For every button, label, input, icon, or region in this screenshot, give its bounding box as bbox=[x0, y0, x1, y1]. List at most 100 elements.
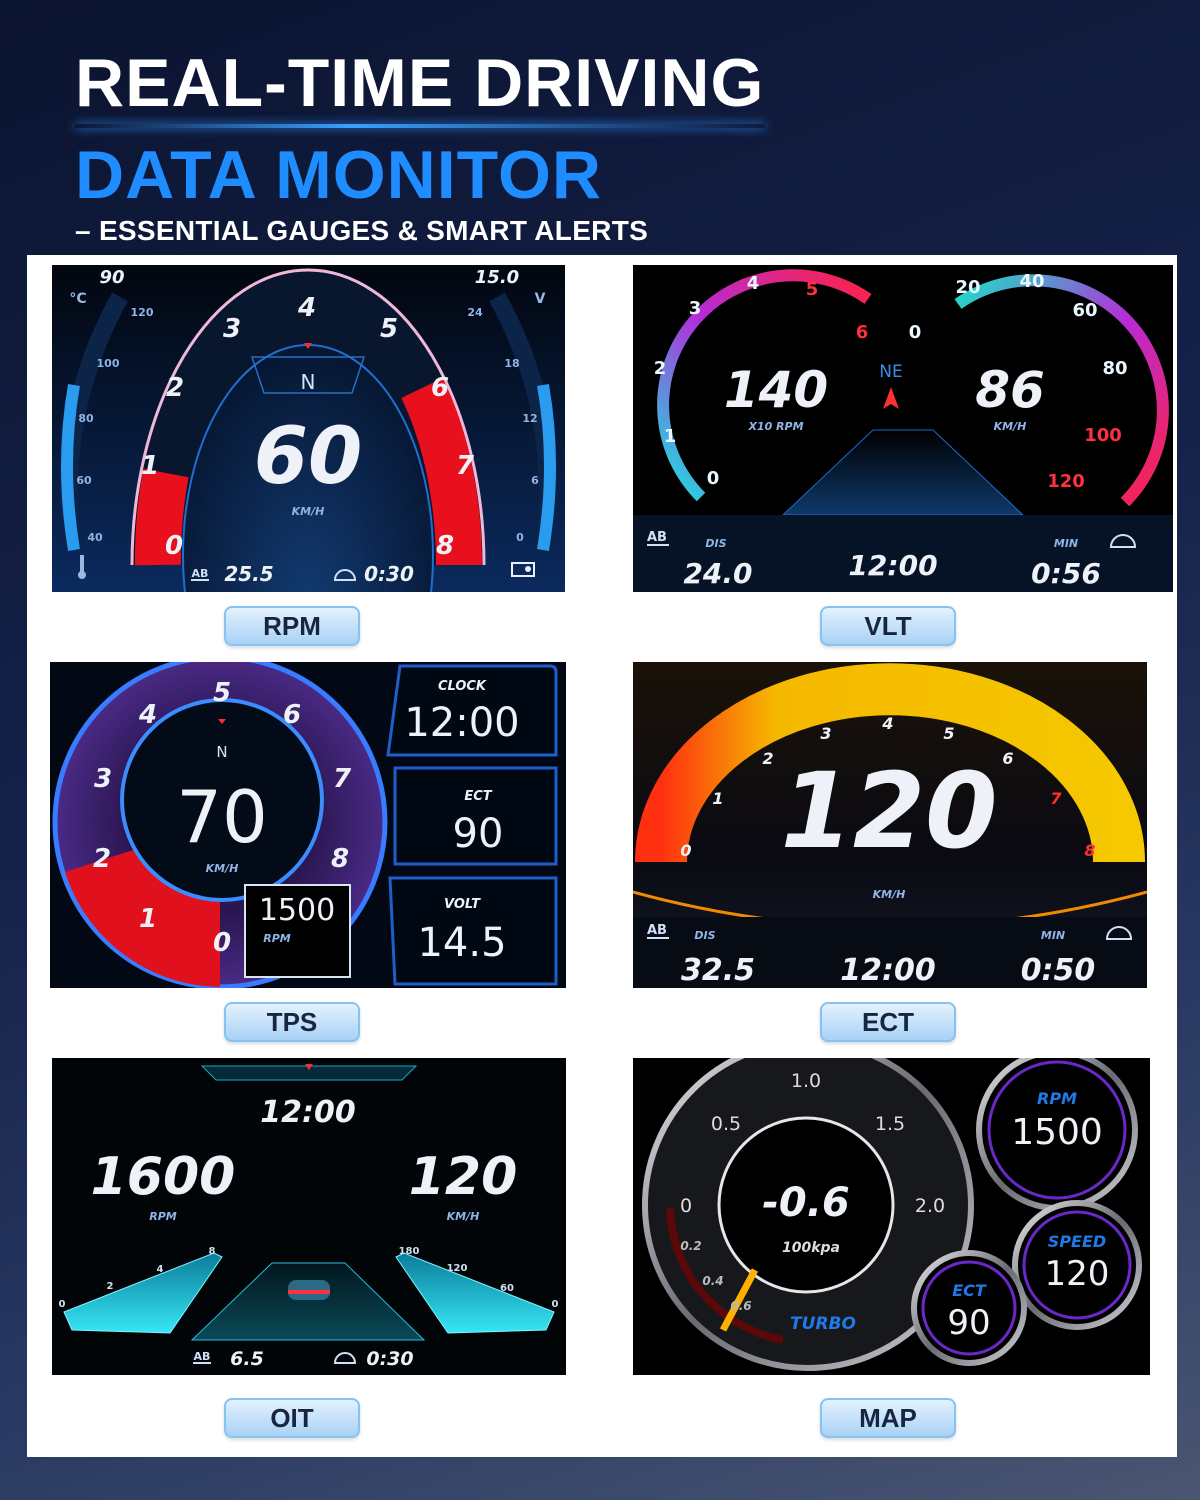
label-ect: ECT bbox=[820, 1002, 956, 1042]
title-line-2: DATA MONITOR bbox=[75, 137, 602, 213]
svg-text:1: 1 bbox=[141, 451, 159, 481]
min-label: MIN bbox=[1041, 929, 1065, 942]
speed-unit: KM/H bbox=[206, 862, 239, 875]
svg-text:60: 60 bbox=[1072, 300, 1097, 321]
svg-text:0: 0 bbox=[552, 1299, 559, 1310]
clock-value: 12:00 bbox=[840, 953, 936, 988]
trip-distance: 25.5 bbox=[224, 562, 273, 586]
svg-text:8: 8 bbox=[436, 531, 454, 561]
ect-label: ECT bbox=[464, 789, 492, 804]
volt-value: 14.5 bbox=[417, 920, 506, 966]
battery-icon bbox=[511, 562, 535, 577]
speed-unit: KM/H bbox=[994, 420, 1027, 433]
trip-ab-icon: AB bbox=[193, 1350, 211, 1364]
label-rpm: RPM bbox=[224, 606, 360, 646]
rpm-value: 1600 bbox=[91, 1147, 236, 1207]
svg-text:2.0: 2.0 bbox=[915, 1195, 945, 1217]
svg-text:1.5: 1.5 bbox=[875, 1113, 905, 1135]
compass-heading: N bbox=[301, 370, 316, 394]
svg-text:0: 0 bbox=[909, 322, 922, 343]
dis-label: DIS bbox=[705, 537, 726, 550]
svg-text:5: 5 bbox=[806, 279, 819, 300]
speed-unit: KM/H bbox=[873, 888, 906, 901]
title-line-1: REAL-TIME DRIVING bbox=[75, 45, 765, 121]
compass-heading: N bbox=[216, 743, 227, 761]
drive-time: 0:30 bbox=[364, 562, 414, 586]
clock-label: CLOCK bbox=[438, 679, 487, 694]
ect-value: 90 bbox=[453, 811, 504, 857]
svg-text:1: 1 bbox=[712, 789, 723, 808]
dis-value: 24.0 bbox=[683, 557, 752, 590]
trip-ab-icon: AB bbox=[647, 530, 669, 546]
svg-text:120: 120 bbox=[1047, 471, 1085, 492]
svg-text:AB: AB bbox=[194, 1350, 211, 1363]
svg-text:100: 100 bbox=[97, 357, 120, 370]
rpm-scale: 0 1 2 3 4 5 6 7 8 bbox=[680, 714, 1095, 860]
svg-text:AB: AB bbox=[192, 567, 209, 580]
svg-text:60: 60 bbox=[76, 474, 92, 487]
min-label: MIN bbox=[1054, 537, 1078, 550]
svg-text:7: 7 bbox=[456, 451, 475, 481]
svg-text:40: 40 bbox=[87, 531, 103, 544]
svg-text:2: 2 bbox=[107, 1281, 114, 1292]
title-divider bbox=[75, 124, 765, 128]
svg-text:ECT: ECT bbox=[952, 1281, 987, 1300]
speed-value: 60 bbox=[254, 412, 363, 502]
speed-unit: KM/H bbox=[292, 505, 325, 518]
svg-text:SPEED: SPEED bbox=[1048, 1232, 1106, 1251]
svg-text:8: 8 bbox=[209, 1246, 216, 1257]
svg-text:RPM: RPM bbox=[1037, 1089, 1077, 1108]
speed-value: 70 bbox=[176, 775, 268, 859]
svg-text:6: 6 bbox=[431, 373, 449, 403]
trip-ab-icon: AB bbox=[647, 923, 669, 939]
rpm-bar bbox=[63, 1252, 223, 1334]
trip-distance: 6.5 bbox=[230, 1348, 264, 1370]
redzone-high bbox=[401, 377, 482, 566]
label-tps: TPS bbox=[224, 1002, 360, 1042]
svg-text:120: 120 bbox=[131, 306, 154, 319]
volt-max: 15.0 bbox=[475, 267, 519, 288]
rpm-unit: RPM bbox=[263, 932, 291, 945]
label-vlt: VLT bbox=[820, 606, 956, 646]
svg-text:0: 0 bbox=[59, 1299, 66, 1310]
compass-arrow-icon bbox=[883, 387, 899, 409]
svg-text:6: 6 bbox=[283, 700, 301, 730]
svg-text:0: 0 bbox=[213, 928, 231, 958]
speed-gauge: SPEED 120 bbox=[1012, 1200, 1142, 1330]
boost-scale: 0 0.5 1.0 1.5 2.0 bbox=[680, 1070, 945, 1217]
svg-text:0: 0 bbox=[516, 531, 524, 544]
svg-text:180: 180 bbox=[399, 1246, 420, 1257]
svg-text:2: 2 bbox=[93, 844, 111, 874]
svg-text:8: 8 bbox=[331, 844, 349, 874]
ect-screen: 0 1 2 3 4 5 6 7 8 120 KM/H AB DIS 32.5 12:00… bbox=[633, 662, 1147, 988]
svg-text:4: 4 bbox=[157, 1264, 164, 1275]
svg-text:1500: 1500 bbox=[1011, 1112, 1103, 1153]
svg-text:3: 3 bbox=[223, 314, 241, 344]
min-value: 0:56 bbox=[1031, 557, 1101, 590]
svg-text:7: 7 bbox=[1050, 789, 1062, 808]
trip-ab-icon: AB bbox=[191, 567, 209, 581]
svg-text:0: 0 bbox=[680, 841, 691, 860]
svg-text:AB: AB bbox=[647, 530, 667, 545]
volt-label: VOLT bbox=[444, 897, 481, 912]
svg-text:6: 6 bbox=[531, 474, 539, 487]
clock-value: 12:00 bbox=[260, 1095, 356, 1130]
gauge-needle bbox=[719, 1268, 759, 1332]
svg-text:4: 4 bbox=[297, 293, 316, 323]
rpm-unit: X10 RPM bbox=[747, 420, 803, 433]
label-oit: OIT bbox=[224, 1398, 360, 1438]
clock-value: 12:00 bbox=[404, 700, 519, 746]
svg-text:1: 1 bbox=[139, 904, 157, 934]
speed-scale: 180 120 60 0 bbox=[399, 1246, 559, 1310]
svg-text:5: 5 bbox=[213, 678, 231, 708]
car-icon bbox=[288, 1280, 330, 1300]
svg-text:24: 24 bbox=[467, 306, 483, 319]
speed-bar bbox=[395, 1252, 555, 1334]
svg-text:0.4: 0.4 bbox=[702, 1274, 723, 1288]
svg-text:0: 0 bbox=[680, 1195, 692, 1217]
ect-gauge: ECT 90 bbox=[911, 1250, 1027, 1366]
svg-text:120: 120 bbox=[447, 1263, 468, 1274]
svg-text:8: 8 bbox=[1084, 841, 1095, 860]
ect-arc bbox=[635, 663, 1145, 863]
svg-text:0.5: 0.5 bbox=[711, 1113, 741, 1135]
